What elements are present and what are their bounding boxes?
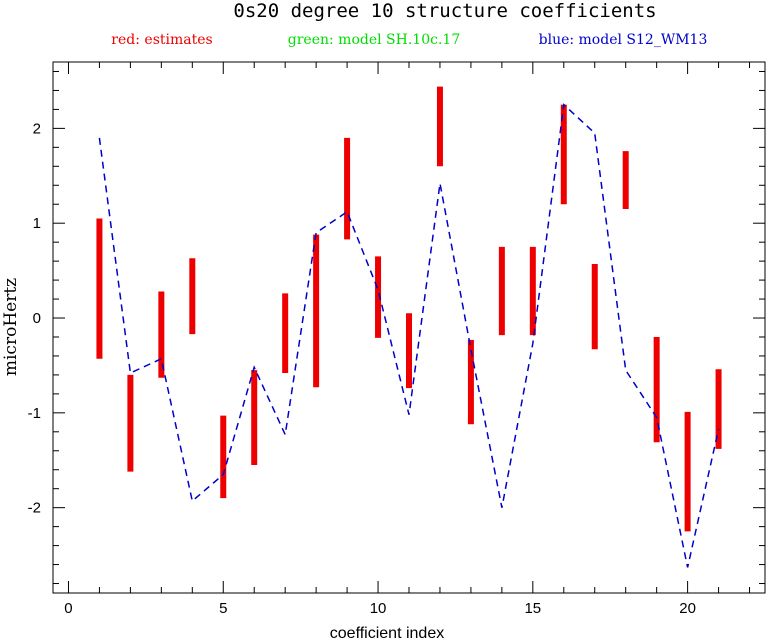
x-tick-label: 5	[219, 600, 227, 617]
y-tick-label: 0	[33, 310, 41, 327]
x-axis-label: coefficient index	[330, 625, 444, 641]
model-line	[98, 103, 720, 568]
legend-entry-estimates: red: estimates	[111, 32, 212, 48]
axis-ticks	[53, 62, 765, 593]
x-tick-label: 20	[679, 600, 696, 617]
y-tick-label: -1	[28, 405, 41, 422]
legend-entry-model-sh: green: model SH.10c.17	[288, 32, 460, 48]
chart-title: 0s20 degree 10 structure coefficients	[233, 0, 656, 22]
legend-entry-model-s12: blue: model S12_WM13	[539, 32, 708, 48]
x-tick-label: 10	[370, 600, 387, 617]
model-series-line	[98, 103, 720, 568]
y-axis-label: microHertz	[1, 278, 21, 376]
y-tick-label: 2	[33, 120, 41, 137]
axis-tick-labels: 0 5 10 15 20 -2 -1 0 1 2	[28, 120, 696, 617]
y-tick-label: 1	[33, 215, 41, 232]
estimate-bars	[96, 86, 722, 532]
x-tick-label: 0	[64, 600, 72, 617]
x-tick-label: 15	[524, 600, 541, 617]
y-tick-label: -2	[28, 500, 41, 517]
